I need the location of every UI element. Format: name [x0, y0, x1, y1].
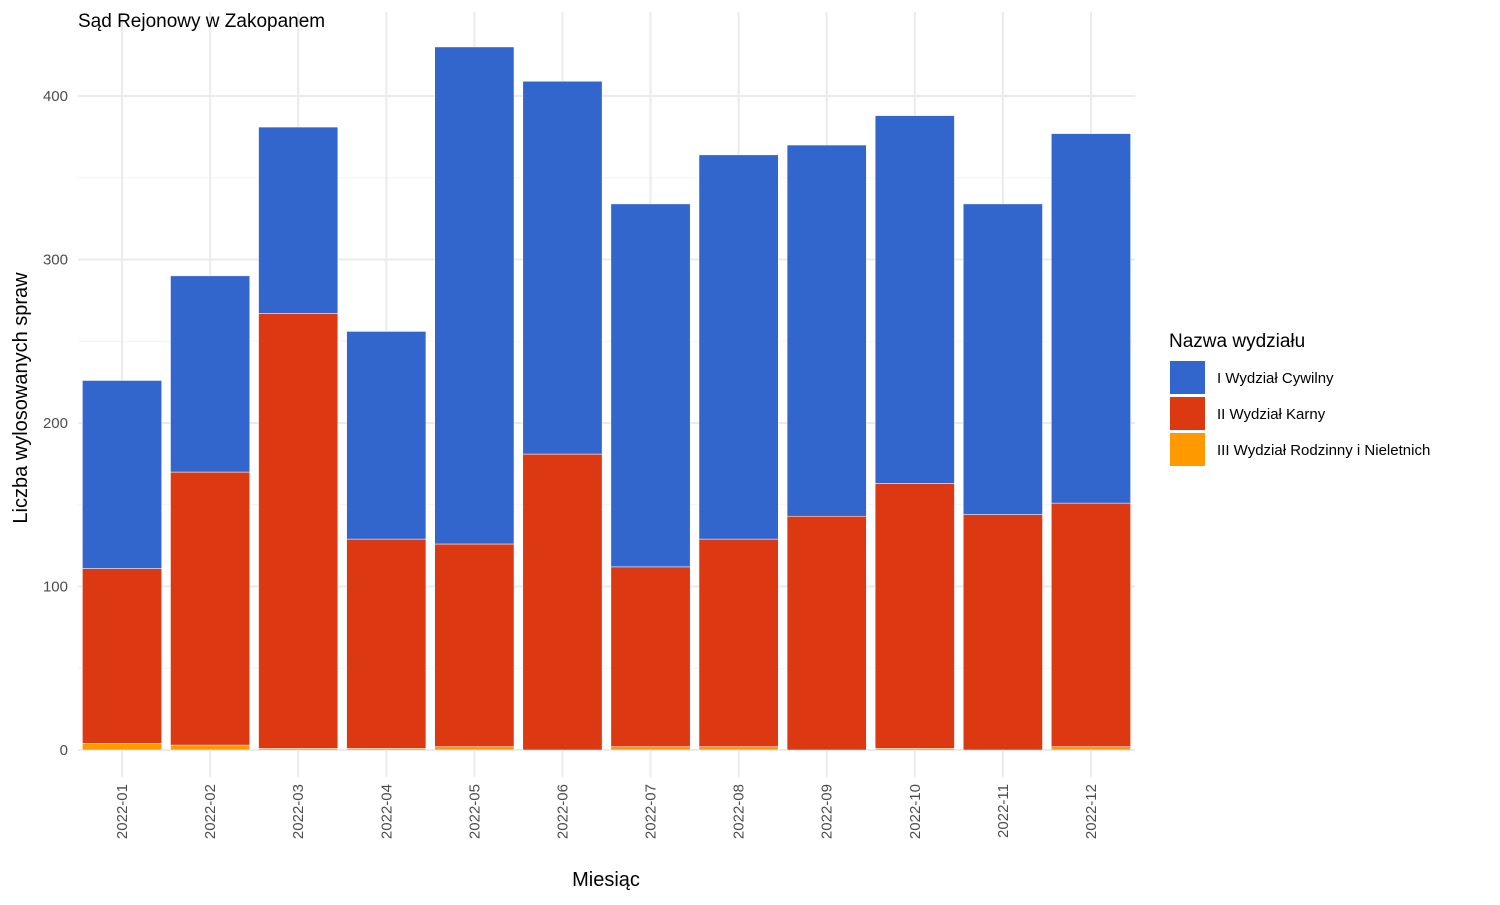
- bar-segment: [170, 744, 251, 751]
- x-tick-labels: 2022-01 2022-02 2022-03 2022-04 2022-05 2022-…: [114, 784, 1100, 839]
- bar-segment: [610, 746, 691, 751]
- legend-swatch: [1170, 433, 1205, 466]
- bar-segment: [1051, 502, 1131, 747]
- x-tick-label: 2022-06: [554, 784, 571, 839]
- legend-label: I Wydział Cywilny: [1217, 370, 1334, 387]
- bar-segment: [346, 331, 427, 540]
- x-tick-label: 2022-04: [378, 784, 395, 839]
- bar-segment: [874, 115, 955, 484]
- bar-segment: [1051, 746, 1131, 751]
- legend-items: I Wydział Cywilny II Wydział Karny III Wyd…: [1170, 361, 1430, 466]
- bar-segment: [170, 471, 251, 746]
- bar-segment: [962, 203, 1043, 515]
- bar-segment: [698, 154, 779, 540]
- bar-segment: [610, 203, 691, 568]
- bar-segment: [610, 566, 691, 747]
- legend: Nazwa wydziału I Wydział Cywilny II Wydzi…: [1169, 331, 1430, 466]
- legend-label: III Wydział Rodzinny i Nieletnich: [1217, 442, 1430, 459]
- x-tick-label: 2022-10: [907, 784, 924, 839]
- chart-title: Sąd Rejonowy w Zakopanem: [78, 11, 325, 32]
- y-tick-label: 400: [43, 88, 68, 105]
- bar-segment: [82, 568, 162, 744]
- bar-segment: [786, 144, 867, 517]
- legend-title: Nazwa wydziału: [1169, 331, 1305, 352]
- bar-segment: [434, 46, 515, 545]
- bar-segment: [522, 453, 603, 751]
- bar-segment: [522, 81, 603, 455]
- bar-segment: [258, 313, 339, 749]
- x-tick-label: 2022-09: [819, 784, 836, 839]
- bar-segment: [962, 514, 1043, 751]
- bar-segment: [1051, 133, 1131, 504]
- x-tick-label: 2022-11: [995, 784, 1012, 838]
- x-tick-label: 2022-01: [114, 784, 131, 839]
- bar-segment: [698, 746, 779, 751]
- bar-segment: [82, 380, 162, 569]
- bar-segment: [82, 743, 162, 751]
- bar-segment: [434, 746, 515, 751]
- bars-layer: [82, 46, 1131, 751]
- bar-segment: [786, 515, 867, 751]
- bar-segment: [346, 538, 427, 749]
- y-axis-title: Liczba wylosowanych spraw: [10, 272, 32, 524]
- bar-segment: [698, 538, 779, 747]
- x-tick-label: 2022-03: [290, 784, 307, 839]
- x-tick-label: 2022-12: [1083, 784, 1100, 839]
- x-axis-title: Miesiąc: [572, 869, 640, 891]
- legend-swatch: [1170, 361, 1205, 394]
- legend-swatch: [1170, 397, 1205, 430]
- y-tick-label: 300: [43, 252, 68, 269]
- x-tick-label: 2022-07: [643, 784, 660, 839]
- y-tick-label: 0: [60, 742, 68, 759]
- legend-label: II Wydział Karny: [1217, 406, 1326, 423]
- bar-segment: [874, 483, 955, 749]
- bar-segment: [258, 126, 339, 314]
- bar-segment: [170, 275, 251, 473]
- x-tick-label: 2022-08: [731, 784, 748, 839]
- x-tick-label: 2022-02: [202, 784, 219, 839]
- y-tick-labels: 0 100 200 300 400: [43, 88, 68, 759]
- bar-segment: [434, 543, 515, 747]
- y-tick-label: 100: [43, 579, 68, 596]
- y-tick-label: 200: [43, 415, 68, 432]
- x-tick-label: 2022-05: [466, 784, 483, 839]
